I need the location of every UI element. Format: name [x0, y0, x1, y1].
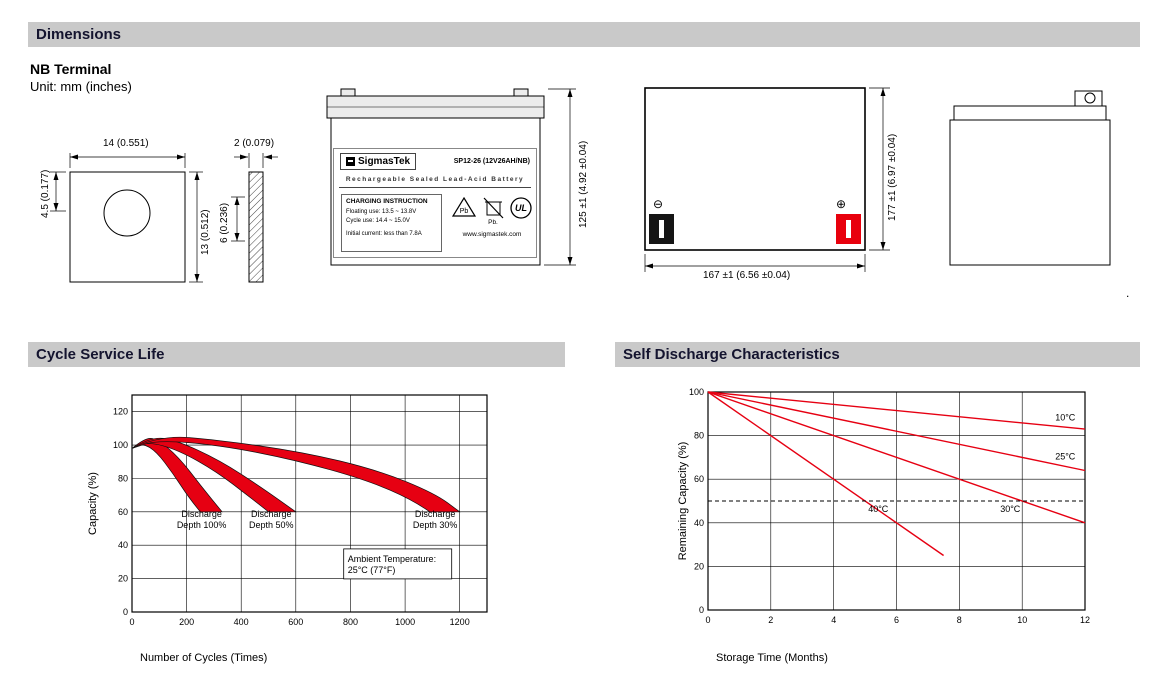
dim-battery-height: 125 ±1 (4.92 ±0.04)	[578, 140, 589, 228]
svg-text:0: 0	[705, 615, 710, 625]
svg-text:Storage Time (Months): Storage Time (Months)	[716, 652, 828, 664]
charging-title: CHARGING INSTRUCTION	[346, 198, 428, 205]
nb-terminal-heading: NB Terminal	[30, 61, 112, 77]
unit-note: Unit: mm (inches)	[30, 79, 132, 94]
self-discharge-chart: 10°C 25°C 30°C 40°C 0 2 4 6 8 10 12 0 20 40 60 80 100 Sto…	[650, 382, 1130, 672]
dim-terminal-offset: 4.5 (0.177)	[40, 169, 51, 218]
cycle-service-life-plot: Discharge Depth 100% Discharge Depth 50% Dis…	[87, 394, 488, 664]
ul-mark-icon: UL	[510, 197, 532, 219]
ul-mark-label: UL	[515, 203, 527, 213]
dim-battery-length: 167 ±1 (6.56 ±0.04)	[703, 270, 791, 281]
svg-text:25°C: 25°C	[1055, 452, 1076, 462]
pb-trash-icon: Pb.	[483, 197, 504, 225]
pb-trash-label: Pb.	[488, 219, 498, 225]
label-icons: Pb Pb. UL	[451, 196, 532, 225]
svg-text:30°C: 30°C	[1000, 504, 1021, 514]
svg-text:1000: 1000	[395, 617, 415, 627]
svg-text:0: 0	[699, 605, 704, 615]
battery-top-drawing	[644, 87, 866, 251]
negative-terminal-symbol: ⊖	[653, 197, 664, 211]
svg-text:2: 2	[768, 615, 773, 625]
dim-terminal-width: 14 (0.551)	[103, 138, 149, 149]
pb-recycle-icon: Pb	[451, 196, 477, 217]
section-header-cycle-service-life: Cycle Service Life	[28, 342, 565, 367]
svg-text:10: 10	[1017, 615, 1027, 625]
svg-text:600: 600	[288, 617, 303, 627]
dim-terminal-depth: 6 (0.236)	[219, 202, 230, 243]
brand-name: SigmasTek	[358, 156, 411, 167]
svg-text:10°C: 10°C	[1055, 412, 1076, 422]
svg-text:8: 8	[957, 615, 962, 625]
svg-text:6: 6	[894, 615, 899, 625]
label-divider	[339, 187, 531, 188]
section-header-self-discharge: Self Discharge Characteristics	[615, 342, 1140, 367]
svg-text:400: 400	[234, 617, 249, 627]
dim-terminal-thickness: 2 (0.079)	[234, 138, 275, 149]
self-discharge-title: Self Discharge Characteristics	[623, 346, 840, 363]
svg-text:80: 80	[118, 474, 128, 484]
cycle-service-life-chart: Discharge Depth 100% Discharge Depth 50% Dis…	[68, 382, 558, 672]
battery-side-drawing	[949, 90, 1111, 266]
svg-text:20: 20	[694, 561, 704, 571]
svg-text:1200: 1200	[450, 617, 470, 627]
svg-text:60: 60	[694, 474, 704, 484]
model-number: SP12-26 (12V26AH/NB)	[453, 158, 530, 165]
svg-text:Number of Cycles (Times): Number of Cycles (Times)	[140, 652, 267, 664]
svg-text:60: 60	[118, 507, 128, 517]
svg-text:40°C: 40°C	[868, 504, 889, 514]
dim-battery-width: 177 ±1 (6.97 ±0.04)	[887, 133, 898, 221]
label-subtitle: Rechargeable Sealed Lead-Acid Battery	[345, 176, 525, 183]
brand-logo-box: SigmasTek	[340, 153, 417, 170]
charging-line-3: Initial current: less than 7.8A	[346, 230, 422, 237]
terminal-side-drawing	[248, 171, 264, 283]
svg-text:40: 40	[118, 540, 128, 550]
dimensions-section-title: Dimensions	[36, 26, 122, 43]
battery-label: SigmasTek SP12-26 (12V26AH/NB) Rechargea…	[333, 148, 537, 258]
cycle-service-life-title: Cycle Service Life	[36, 346, 165, 363]
svg-text:100: 100	[689, 387, 704, 397]
svg-text:0: 0	[129, 617, 134, 627]
svg-text:200: 200	[179, 617, 194, 627]
svg-text:800: 800	[343, 617, 358, 627]
charging-instruction-box: CHARGING INSTRUCTION Floating use: 13.5 …	[341, 194, 442, 252]
svg-text:Capacity (%): Capacity (%)	[87, 472, 99, 535]
svg-text:120: 120	[113, 407, 128, 417]
dim-terminal-height: 13 (0.512)	[200, 209, 211, 255]
svg-text:20: 20	[118, 574, 128, 584]
section-header-dimensions: Dimensions	[28, 22, 1140, 47]
svg-text:4: 4	[831, 615, 836, 625]
svg-text:40: 40	[694, 518, 704, 528]
self-discharge-plot: 10°C 25°C 30°C 40°C 0 2 4 6 8 10 12 0 20 40 60 80 100 Sto…	[677, 387, 1090, 664]
pb-recycle-label: Pb	[460, 208, 469, 215]
stray-dot: .	[1126, 286, 1130, 300]
sigmastek-logo-icon	[346, 157, 355, 166]
svg-text:Remaining Capacity (%): Remaining Capacity (%)	[677, 442, 689, 561]
positive-terminal-symbol: ⊕	[836, 197, 847, 211]
charging-line-2: Cycle use: 14.4 ~ 15.0V	[346, 218, 410, 225]
terminal-front-drawing	[69, 171, 186, 283]
svg-text:80: 80	[694, 431, 704, 441]
label-brand-row: SigmasTek SP12-26 (12V26AH/NB)	[340, 153, 530, 170]
svg-text:100: 100	[113, 440, 128, 450]
svg-text:Ambient Temperature:25°C (77°F: Ambient Temperature: 25°C (77°F)	[348, 554, 436, 575]
svg-text:0: 0	[123, 607, 128, 617]
charging-line-1: Floating use: 13.5 ~ 13.8V	[346, 209, 417, 215]
svg-text:12: 12	[1080, 615, 1090, 625]
website-url: www.sigmastek.com	[462, 231, 522, 238]
